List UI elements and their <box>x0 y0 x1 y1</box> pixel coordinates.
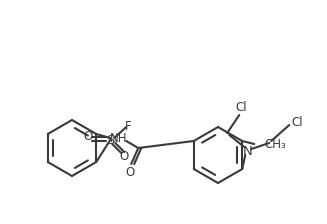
Text: Cl: Cl <box>235 101 247 114</box>
Text: Cl: Cl <box>291 116 303 129</box>
Text: NH: NH <box>110 131 127 144</box>
Text: O: O <box>120 149 129 162</box>
Text: S: S <box>106 134 114 146</box>
Text: F: F <box>125 119 131 133</box>
Text: CH₃: CH₃ <box>264 138 286 151</box>
Text: O: O <box>126 166 135 179</box>
Text: O: O <box>84 129 93 142</box>
Text: N: N <box>242 144 252 157</box>
